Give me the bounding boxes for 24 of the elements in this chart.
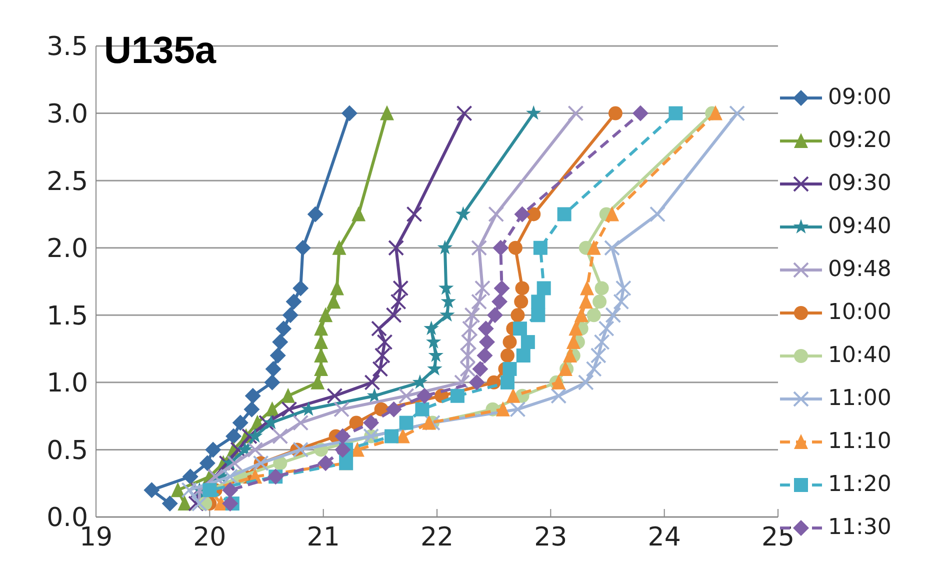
- legend-label: 09:00: [828, 85, 892, 110]
- x-tick-label: 24: [648, 522, 681, 552]
- legend-label: 11:10: [828, 429, 892, 454]
- legend-label: 09:20: [828, 128, 892, 153]
- legend-label: 09:48: [828, 257, 892, 282]
- legend-label: 11:00: [828, 386, 892, 411]
- legend-label: 11:30: [828, 515, 892, 540]
- y-tick-label: 0.5: [46, 436, 88, 466]
- y-tick-label: 3.5: [46, 32, 88, 62]
- chart-title: U135a: [104, 30, 216, 73]
- y-tick-label: 1.0: [46, 368, 88, 399]
- y-tick-label: 1.5: [46, 301, 88, 332]
- x-tick-label: 23: [534, 522, 568, 552]
- x-tick-label: 22: [420, 522, 454, 552]
- y-tick-label: 2.0: [46, 234, 88, 264]
- legend-label: 09:40: [828, 214, 892, 239]
- legend-label: 11:20: [828, 472, 892, 497]
- x-tick-label: 20: [193, 522, 226, 552]
- x-tick-label: 21: [306, 522, 340, 552]
- y-tick-label: 3.0: [46, 100, 88, 130]
- legend-label: 10:00: [828, 300, 892, 325]
- legend-label: 09:30: [828, 171, 892, 196]
- legend-label: 10:40: [828, 343, 892, 368]
- y-tick-label: 2.5: [46, 166, 88, 197]
